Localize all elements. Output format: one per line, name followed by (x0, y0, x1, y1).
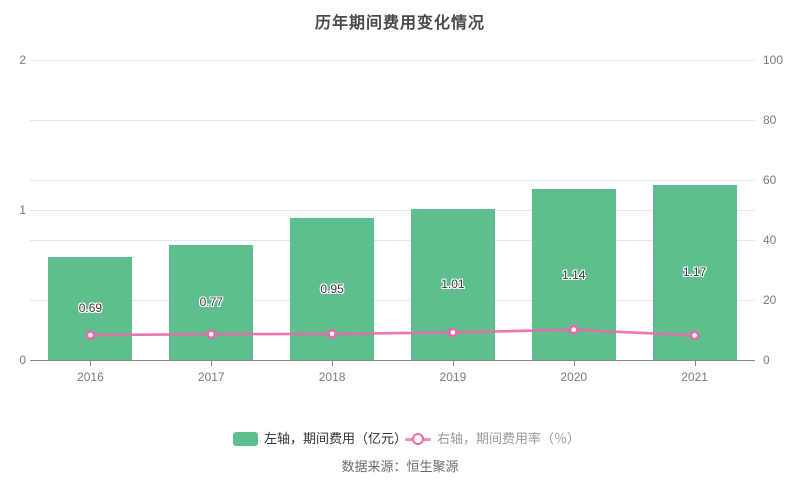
left-axis-tick-label: 1 (19, 203, 26, 217)
line-series-marker-icon (405, 432, 431, 446)
x-axis-tick (90, 361, 91, 366)
legend-line-label: 右轴，期间费用率（％） (437, 431, 581, 446)
data-source-note: 数据来源：恒生聚源 (341, 459, 459, 474)
gridline (30, 210, 755, 211)
x-axis-tick (695, 361, 696, 366)
bar-value-label: 0.77 (199, 295, 223, 310)
x-axis-category-label: 2017 (197, 370, 225, 384)
bar-value-label: 1.01 (441, 277, 465, 292)
right-axis-tick-label: 60 (763, 173, 777, 187)
gridline (30, 120, 755, 121)
right-axis-tick-label: 20 (763, 293, 777, 307)
x-axis-category-label: 2021 (681, 370, 708, 384)
ratio-point-2017[interactable] (206, 329, 217, 340)
gridline (30, 240, 755, 241)
ratio-point-2021[interactable] (689, 330, 700, 341)
chart-title: 历年期间费用变化情况 (314, 15, 485, 32)
x-axis-line (30, 360, 755, 361)
legend-item-line-series[interactable]: 右轴，期间费用率（％） (405, 431, 580, 447)
x-axis-tick (332, 361, 333, 366)
left-axis-tick-label: 2 (19, 53, 26, 67)
ratio-point-2018[interactable] (327, 328, 337, 339)
bar-value-label: 0.69 (78, 301, 103, 316)
legend-bar-label: 左轴，期间费用（亿元） (264, 431, 408, 446)
chart-legend: 左轴，期间费用（亿元） 右轴，期间费用率（％） (0, 431, 800, 447)
x-axis-tick (574, 361, 575, 366)
bar-value-label: 1.17 (682, 265, 707, 280)
bar-value-label: 1.14 (562, 267, 586, 282)
right-axis-tick-label: 40 (763, 233, 777, 247)
bar-series-swatch-icon (233, 432, 258, 446)
ratio-point-2019[interactable] (448, 327, 458, 338)
ratio-point-2020[interactable] (568, 324, 579, 335)
ratio-point-2016[interactable] (85, 330, 96, 340)
x-axis-category-label: 2019 (439, 370, 467, 384)
right-axis-tick-label: 80 (763, 113, 777, 127)
bar-2016[interactable] (48, 256, 133, 360)
bar-2017[interactable] (169, 244, 254, 360)
x-axis-category-label: 2018 (318, 370, 346, 384)
x-axis-tick (211, 361, 212, 366)
right-axis-tick-label: 100 (763, 53, 784, 67)
gridline (30, 300, 755, 301)
bar-value-label: 0.95 (320, 281, 344, 296)
legend-item-bar-series[interactable]: 左轴，期间费用（亿元） (233, 431, 407, 447)
gridline (30, 60, 755, 61)
left-axis-tick-label: 0 (19, 353, 26, 367)
x-axis-tick (453, 361, 454, 366)
x-axis-category-label: 2016 (77, 370, 104, 384)
right-axis-tick-label: 0 (763, 353, 770, 367)
x-axis-category-label: 2020 (560, 370, 588, 384)
gridline (30, 180, 755, 181)
